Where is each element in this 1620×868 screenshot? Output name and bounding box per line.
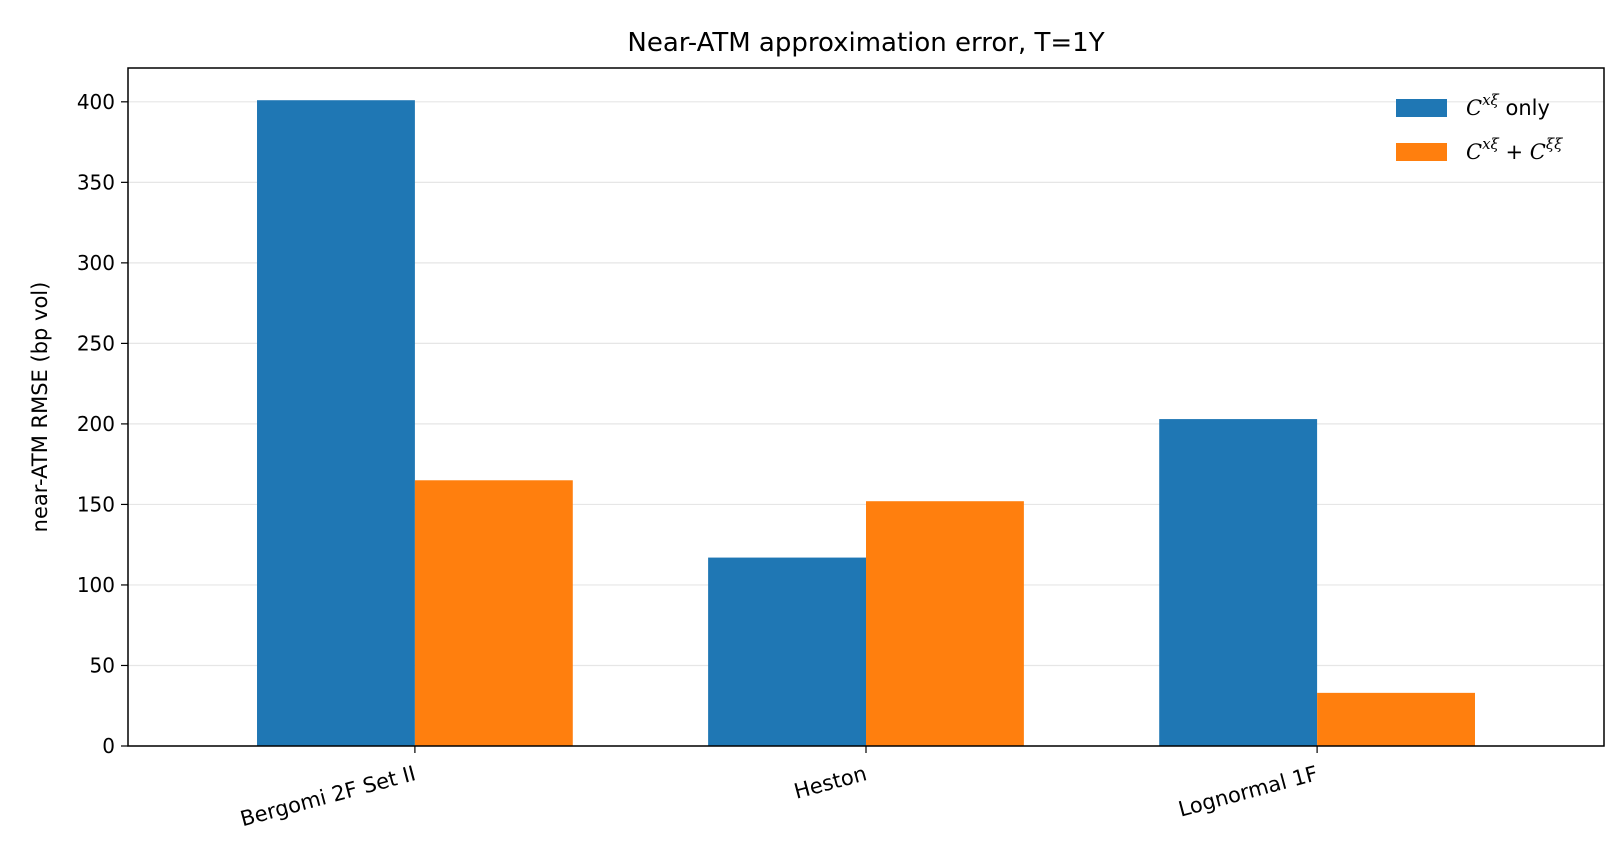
x-tick-label: Lognormal 1F — [1176, 761, 1321, 821]
bar-series-2 — [1317, 692, 1475, 746]
x-tick-label: Heston — [791, 761, 869, 803]
y-tick-label: 50 — [90, 653, 115, 677]
legend-swatch — [1396, 99, 1447, 117]
y-tick-label: 250 — [77, 331, 115, 355]
chart-title: Near-ATM approximation error, T=1Y — [627, 28, 1104, 58]
y-tick-label: 0 — [102, 734, 115, 758]
bar-series-1 — [257, 100, 415, 746]
y-axis-label: near-ATM RMSE (bp vol) — [28, 282, 52, 533]
y-tick-label: 150 — [77, 492, 115, 516]
y-tick-label: 200 — [77, 412, 115, 436]
bar-series-1 — [708, 557, 866, 746]
bar-series-2 — [414, 480, 573, 746]
y-tick-label: 350 — [77, 170, 115, 194]
bars — [257, 100, 1475, 746]
legend: Cxξ only Cxξ + Cξξ — [1396, 91, 1563, 164]
legend-swatch — [1396, 143, 1447, 161]
x-tick-label: Bergomi 2F Set II — [238, 761, 418, 831]
y-axis: 0 50 100 150 200 250 300 350 400 — [77, 90, 128, 758]
y-tick-label: 300 — [77, 251, 115, 275]
legend-entry: Cxξ + Cξξ — [1466, 135, 1563, 164]
legend-entry: Cxξ only — [1466, 91, 1550, 120]
y-tick-label: 400 — [77, 90, 115, 114]
bar-series-2 — [866, 501, 1024, 746]
bar-series-1 — [1159, 419, 1318, 746]
x-axis: Bergomi 2F Set II Heston Lognormal 1F — [238, 746, 1321, 831]
y-tick-label: 100 — [77, 573, 115, 597]
